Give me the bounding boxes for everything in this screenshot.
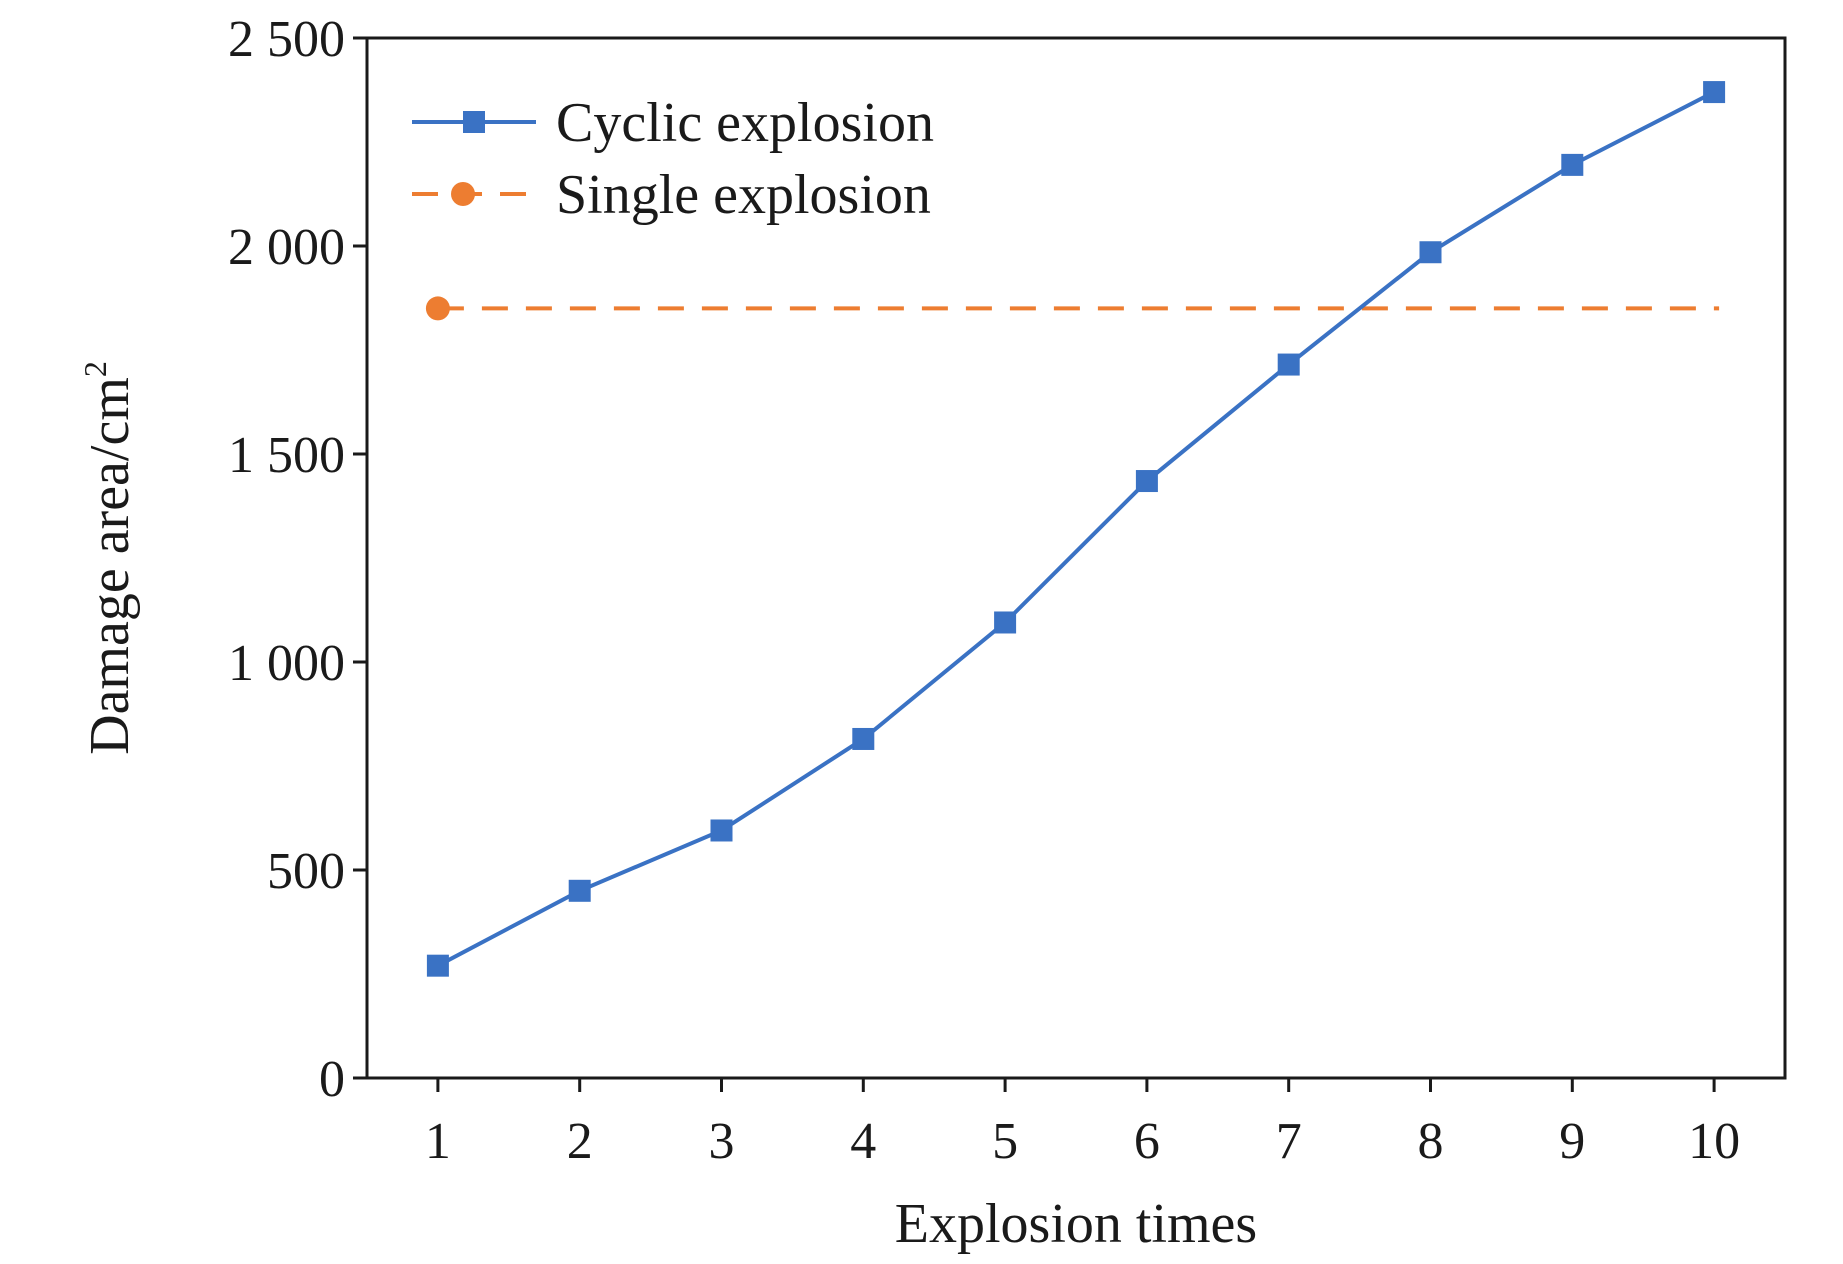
cyclic-explosion-line xyxy=(436,90,1716,968)
x-tick-label: 7 xyxy=(1276,1113,1302,1170)
legend-single-marker xyxy=(451,182,475,206)
legend: Cyclic explosion Single explosion xyxy=(412,92,934,226)
plot-frame xyxy=(365,36,1787,1080)
series-layer xyxy=(425,81,1726,977)
y-axis-ticks: 0 500 1 000 1 500 2 000 2 500 xyxy=(228,11,367,1108)
x-axis-title: Explosion times xyxy=(895,1193,1257,1255)
cyclic-explosion-point xyxy=(568,879,591,902)
x-tick-label: 4 xyxy=(850,1113,876,1170)
cyclic-explosion-point xyxy=(852,727,875,750)
y-tick-label: 2 000 xyxy=(228,219,345,276)
y-axis-title-main: Damage area/cm xyxy=(79,377,141,755)
cyclic-explosion-point xyxy=(1277,353,1300,376)
single-explosion-point xyxy=(425,296,450,321)
x-tick-label: 6 xyxy=(1134,1113,1160,1170)
x-tick-label: 5 xyxy=(992,1113,1018,1170)
x-tick-label: 1 xyxy=(425,1113,451,1170)
legend-cyclic-label: Cyclic explosion xyxy=(556,92,934,154)
cyclic-explosion-point xyxy=(426,954,449,977)
x-tick-label: 3 xyxy=(709,1113,735,1170)
x-tick-label: 10 xyxy=(1688,1113,1740,1170)
y-tick-label: 0 xyxy=(319,1051,345,1108)
x-axis-ticks: 1 2 3 4 5 6 7 8 9 10 xyxy=(425,1078,1740,1170)
y-tick-label: 1 500 xyxy=(228,427,345,484)
cyclic-explosion-point xyxy=(710,819,733,842)
y-tick-label: 500 xyxy=(267,843,345,900)
legend-single-label: Single explosion xyxy=(556,164,931,226)
y-tick-label: 2 500 xyxy=(228,11,345,68)
y-tick-label: 1 000 xyxy=(228,635,345,692)
y-axis-title-superscript: 2 xyxy=(77,361,113,377)
x-tick-label: 8 xyxy=(1418,1113,1444,1170)
cyclic-explosion-point xyxy=(994,611,1017,634)
cyclic-explosion-point xyxy=(1419,241,1442,264)
cyclic-explosion-point xyxy=(1561,153,1584,176)
cyclic-explosion-point xyxy=(1703,81,1726,104)
x-tick-label: 2 xyxy=(567,1113,593,1170)
cyclic-explosion-point xyxy=(1135,470,1158,493)
y-axis-title: Damage area/cm2 xyxy=(77,361,141,755)
x-tick-label: 9 xyxy=(1559,1113,1585,1170)
legend-cyclic-marker xyxy=(463,111,485,133)
